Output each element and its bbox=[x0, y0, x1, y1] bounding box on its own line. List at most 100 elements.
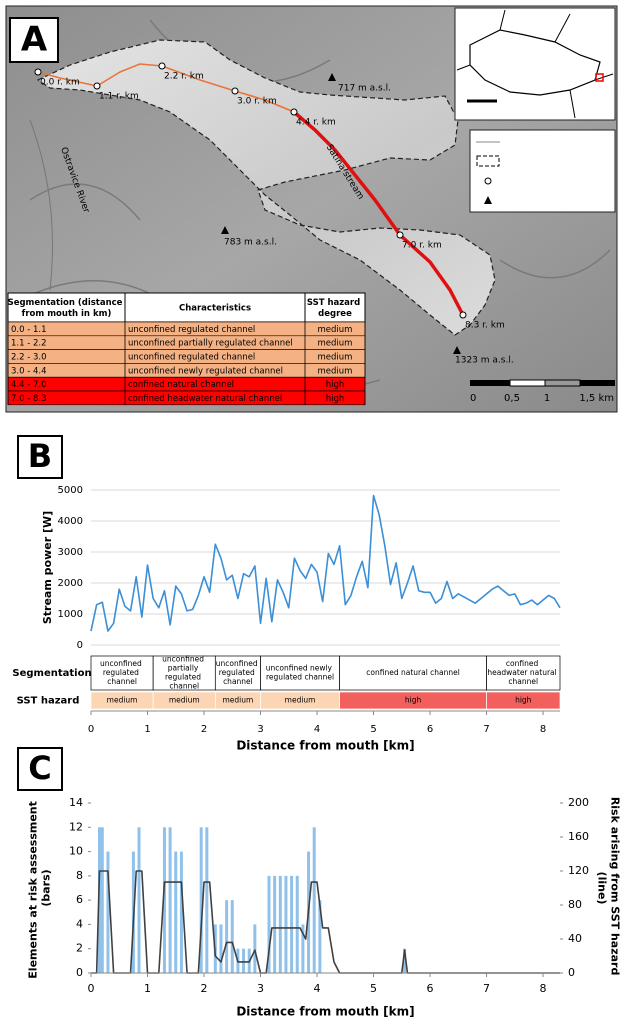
y-axis-label: Stream power [W] bbox=[41, 511, 54, 624]
segment-label: confined natural channel bbox=[366, 668, 460, 677]
x-tick-label: 6 bbox=[427, 982, 434, 995]
distance-label: 0.0 r. km bbox=[40, 78, 80, 88]
distance-point bbox=[35, 69, 41, 75]
hazard-value: medium bbox=[223, 696, 254, 705]
table-cell: unconfined regulated channel bbox=[128, 353, 255, 363]
y-tick-label: 10 bbox=[69, 845, 83, 858]
y-tick-label: 0 bbox=[76, 966, 83, 979]
table-cell: unconfined newly regulated channel bbox=[128, 366, 283, 376]
scale-bar bbox=[510, 380, 545, 386]
x-tick-label: 2 bbox=[201, 724, 207, 735]
bar bbox=[101, 827, 104, 973]
y2-tick-label: 120 bbox=[568, 864, 589, 877]
segmentation-label: Segmentation bbox=[12, 668, 91, 679]
y-tick-label: 6 bbox=[76, 893, 83, 906]
bar bbox=[225, 900, 228, 973]
y2-tick-label: 200 bbox=[568, 796, 589, 809]
y-tick-label: 0 bbox=[77, 640, 83, 651]
distance-label: 2.2 r. km bbox=[164, 72, 204, 82]
x-tick-label: 0 bbox=[88, 724, 94, 735]
table-cell: 3.0 - 4.4 bbox=[11, 366, 47, 376]
distance-point bbox=[291, 109, 297, 115]
peak-label: 783 m a.s.l. bbox=[224, 238, 277, 248]
x-tick-label: 5 bbox=[370, 724, 376, 735]
scale-bar bbox=[470, 380, 510, 386]
distance-point bbox=[232, 88, 238, 94]
hazard-label: SST hazard bbox=[17, 696, 80, 707]
table-header: Segmentation (distance from mouth in km) bbox=[8, 298, 126, 319]
bar bbox=[174, 852, 177, 973]
inset-map bbox=[455, 8, 615, 120]
bar bbox=[169, 827, 172, 973]
table-cell: high bbox=[326, 380, 345, 390]
figure: 0.0 r. km 1.1 r. km 2.2 r. km 3.0 r. km 4.4 … bbox=[0, 0, 622, 1024]
distance-point bbox=[159, 63, 165, 69]
table-cell: medium bbox=[318, 366, 353, 376]
peak-label: 717 m a.s.l. bbox=[338, 84, 391, 94]
table-cell: 0.0 - 1.1 bbox=[11, 325, 47, 335]
bar bbox=[273, 876, 276, 973]
y2-tick-label: 160 bbox=[568, 830, 589, 843]
bar bbox=[284, 876, 287, 973]
x-tick-label: 4 bbox=[314, 982, 321, 995]
x-axis-label: Distance from mouth [km] bbox=[236, 1005, 414, 1019]
x-tick-label: 1 bbox=[144, 724, 150, 735]
segment-label: unconfined newly regulated channel bbox=[266, 664, 335, 682]
x-tick-label: 6 bbox=[427, 724, 433, 735]
bar bbox=[313, 827, 316, 973]
y2-tick-label: 40 bbox=[568, 932, 582, 945]
distance-point bbox=[94, 83, 100, 89]
y-axis-label: Elements at risk assessment (bars) bbox=[27, 797, 53, 978]
y-tick-label: 1000 bbox=[58, 609, 83, 620]
bar bbox=[231, 900, 234, 973]
scale-label: 1,5 km bbox=[579, 393, 614, 404]
x-tick-label: 3 bbox=[257, 982, 264, 995]
table-cell: medium bbox=[318, 339, 353, 349]
scale-label: 0,5 bbox=[504, 393, 520, 404]
segmentation-table: Segmentation (distance from mouth in km)… bbox=[8, 293, 365, 405]
bar bbox=[205, 827, 208, 973]
distance-label: 4.4 r. km bbox=[296, 118, 336, 128]
distance-point bbox=[397, 232, 403, 238]
hazard-value: medium bbox=[285, 696, 316, 705]
table-cell: 7.0 - 8.3 bbox=[11, 394, 47, 404]
scale-bar bbox=[545, 380, 580, 386]
bar bbox=[219, 924, 222, 973]
x-tick-label: 3 bbox=[257, 724, 263, 735]
table-cell: confined natural channel bbox=[128, 380, 234, 390]
y-tick-label: 2 bbox=[76, 942, 83, 955]
table-cell: unconfined regulated channel bbox=[128, 325, 255, 335]
y-tick-label: 12 bbox=[69, 820, 83, 833]
hazard-value: medium bbox=[169, 696, 200, 705]
bar bbox=[242, 949, 245, 973]
scale-bar bbox=[580, 380, 615, 386]
table-cell: high bbox=[326, 394, 345, 404]
x-tick-label: 0 bbox=[88, 982, 95, 995]
y-tick-label: 8 bbox=[76, 869, 83, 882]
y2-tick-label: 0 bbox=[568, 966, 575, 979]
data-line bbox=[91, 496, 560, 631]
bar bbox=[138, 827, 141, 973]
x-tick-label: 7 bbox=[483, 982, 490, 995]
x-tick-label: 4 bbox=[314, 724, 320, 735]
table-cell: medium bbox=[318, 325, 353, 335]
panel-label: B bbox=[28, 437, 52, 475]
y2-axis-label: Risk arising from SST hazard (line) bbox=[596, 797, 622, 979]
hazard-value: medium bbox=[107, 696, 138, 705]
table-header: Characteristics bbox=[179, 303, 251, 313]
bar bbox=[106, 852, 109, 973]
distance-label: 1.1 r. km bbox=[99, 92, 139, 102]
x-axis-label: Distance from mouth [km] bbox=[236, 739, 414, 753]
bar bbox=[279, 876, 282, 973]
y-tick-label: 4000 bbox=[58, 516, 83, 527]
bar bbox=[180, 852, 183, 973]
y-tick-label: 2000 bbox=[58, 578, 83, 589]
bar bbox=[290, 876, 293, 973]
y-tick-label: 14 bbox=[69, 796, 83, 809]
x-tick-label: 5 bbox=[370, 982, 377, 995]
y-tick-label: 3000 bbox=[58, 547, 83, 558]
bar bbox=[253, 924, 256, 973]
distance-label: 3.0 r. km bbox=[237, 97, 277, 107]
x-tick-label: 2 bbox=[201, 982, 208, 995]
